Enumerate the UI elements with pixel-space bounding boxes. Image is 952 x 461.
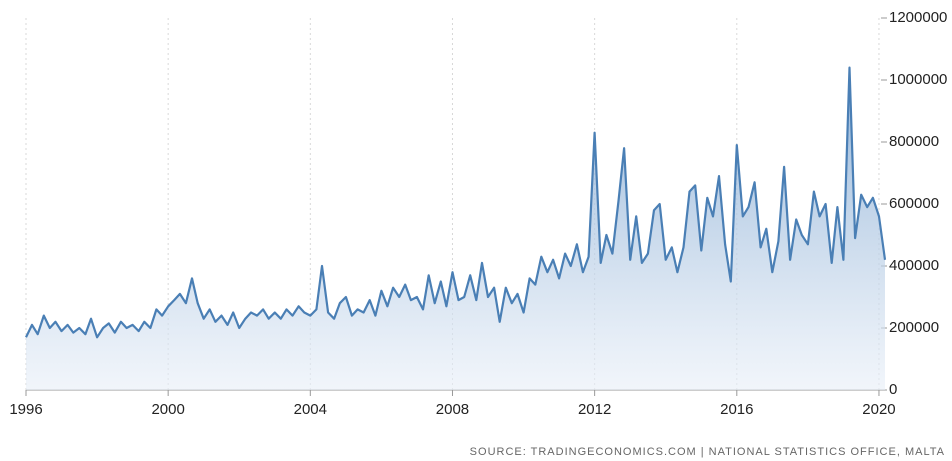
area [26,67,885,390]
y-tick-label: 800000 [889,133,939,150]
y-tick-label: 1200000 [889,9,947,26]
x-tick-label: 2016 [720,401,753,418]
x-tick-label: 2008 [436,401,469,418]
y-tick-label: 200000 [889,319,939,336]
x-tick-label: 2000 [151,401,184,418]
y-tick-label: 600000 [889,195,939,212]
x-tick-label: 1996 [9,401,42,418]
line [25,66,887,339]
x-tick-label: 2012 [578,401,611,418]
y-tick-label: 400000 [889,257,939,274]
source: SOURCE: TRADINGECONOMICS.COM | NATIONAL … [470,446,945,458]
x-tick-label: 2004 [294,401,327,418]
y-tick-label: 0 [889,381,897,398]
x-tick-label: 2020 [862,401,895,418]
y-tick-label: 1000000 [889,71,947,88]
